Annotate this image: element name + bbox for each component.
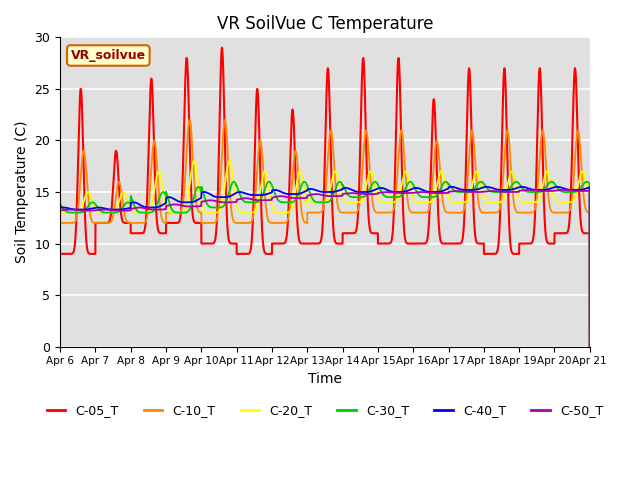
C-05_T <box>444 240 451 246</box>
C-10_T <box>444 210 451 216</box>
C-20_T <box>414 199 422 205</box>
C-40_T <box>586 344 593 349</box>
C-10_T <box>586 210 593 216</box>
C-05_T <box>305 240 313 246</box>
C-20_T <box>586 344 593 349</box>
C-30_T <box>474 181 481 187</box>
C-20_T <box>586 193 593 199</box>
C-10_T <box>152 142 159 147</box>
C-05_T <box>218 45 226 50</box>
C-50_T <box>152 207 159 213</box>
Y-axis label: Soil Temperature (C): Soil Temperature (C) <box>15 121 29 263</box>
C-50_T <box>414 190 422 195</box>
C-50_T <box>559 187 567 193</box>
Legend: C-05_T, C-10_T, C-20_T, C-30_T, C-40_T, C-50_T: C-05_T, C-10_T, C-20_T, C-30_T, C-40_T, … <box>42 399 608 422</box>
C-50_T <box>586 344 593 349</box>
C-10_T <box>414 210 422 216</box>
C-30_T <box>586 180 593 186</box>
Line: C-20_T: C-20_T <box>60 161 589 347</box>
C-30_T <box>586 344 593 349</box>
C-20_T <box>152 181 159 187</box>
C-20_T <box>56 206 64 212</box>
C-05_T <box>152 186 159 192</box>
C-50_T <box>586 188 593 193</box>
Line: C-50_T: C-50_T <box>60 190 589 347</box>
C-40_T <box>474 186 481 192</box>
X-axis label: Time: Time <box>308 372 342 386</box>
C-20_T <box>190 158 198 164</box>
Title: VR SoilVue C Temperature: VR SoilVue C Temperature <box>217 15 433 33</box>
Line: C-05_T: C-05_T <box>60 48 589 347</box>
C-30_T <box>305 187 313 193</box>
C-05_T <box>56 251 64 257</box>
C-10_T <box>305 210 313 216</box>
C-30_T <box>152 205 159 211</box>
C-05_T <box>586 344 593 349</box>
C-40_T <box>586 184 593 190</box>
C-50_T <box>56 207 64 213</box>
C-30_T <box>444 180 451 186</box>
C-10_T <box>586 344 593 349</box>
C-20_T <box>444 192 451 197</box>
C-40_T <box>305 186 313 192</box>
C-30_T <box>414 191 422 197</box>
Line: C-40_T: C-40_T <box>60 187 589 347</box>
Line: C-30_T: C-30_T <box>60 182 589 347</box>
C-50_T <box>444 190 451 196</box>
C-05_T <box>474 240 481 246</box>
C-40_T <box>554 184 561 190</box>
C-50_T <box>474 189 481 195</box>
Text: VR_soilvue: VR_soilvue <box>71 49 146 62</box>
C-40_T <box>414 185 422 191</box>
C-10_T <box>56 220 64 226</box>
C-40_T <box>152 204 159 210</box>
C-05_T <box>586 230 593 236</box>
C-40_T <box>444 186 451 192</box>
C-30_T <box>583 179 591 185</box>
C-10_T <box>474 191 481 197</box>
C-50_T <box>305 192 313 198</box>
C-20_T <box>474 169 481 175</box>
C-10_T <box>186 117 193 123</box>
Line: C-10_T: C-10_T <box>60 120 589 347</box>
C-05_T <box>414 240 422 246</box>
C-30_T <box>56 202 64 207</box>
C-40_T <box>56 205 64 211</box>
C-20_T <box>305 198 313 204</box>
